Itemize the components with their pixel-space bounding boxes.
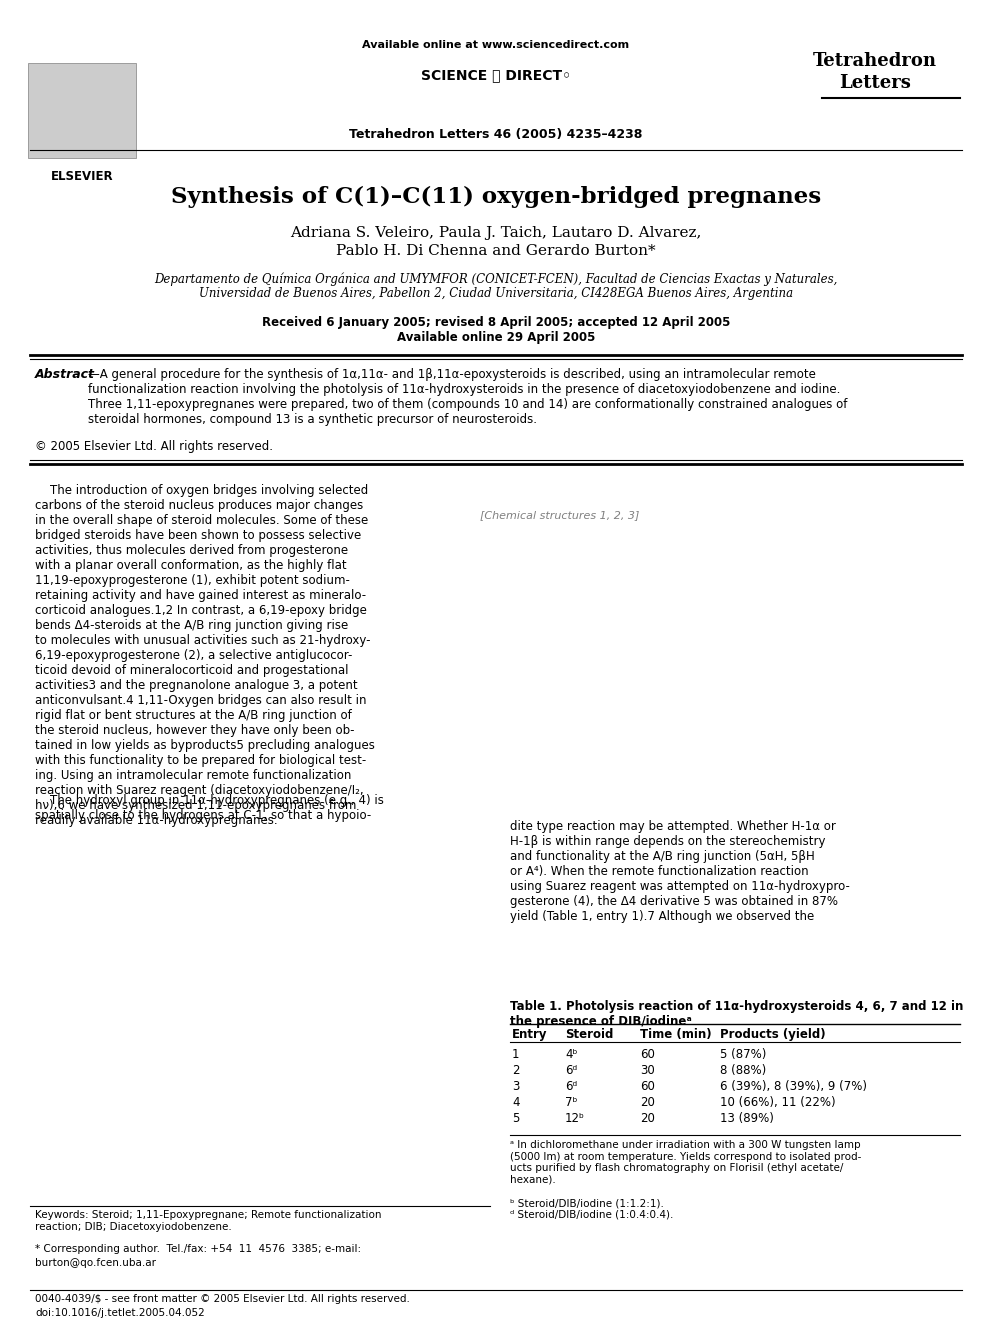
Text: Keywords: Steroid; 1,11-Epoxypregnane; Remote functionalization
reaction; DIB; D: Keywords: Steroid; 1,11-Epoxypregnane; R… [35,1211,382,1232]
Text: Entry: Entry [512,1028,548,1041]
Text: 60: 60 [640,1048,655,1061]
Text: Departamento de Química Orgánica and UMYMFOR (CONICET-FCEN), Facultad de Ciencia: Departamento de Química Orgánica and UMY… [155,273,837,286]
Text: 3: 3 [512,1080,520,1093]
Text: 2: 2 [512,1064,520,1077]
Text: ᵃ In dichloromethane under irradiation with a 300 W tungsten lamp
(5000 lm) at r: ᵃ In dichloromethane under irradiation w… [510,1140,861,1185]
Text: 20: 20 [640,1095,655,1109]
Text: Received 6 January 2005; revised 8 April 2005; accepted 12 April 2005: Received 6 January 2005; revised 8 April… [262,316,730,329]
Text: 60: 60 [640,1080,655,1093]
Text: 30: 30 [640,1064,655,1077]
Text: Tetrahedron Letters 46 (2005) 4235–4238: Tetrahedron Letters 46 (2005) 4235–4238 [349,128,643,142]
Text: 6 (39%), 8 (39%), 9 (7%): 6 (39%), 8 (39%), 9 (7%) [720,1080,867,1093]
Text: 5: 5 [512,1113,520,1125]
Text: 5 (87%): 5 (87%) [720,1048,767,1061]
Text: Universidad de Buenos Aires, Pabellon 2, Ciudad Universitaria, CI428EGA Buenos A: Universidad de Buenos Aires, Pabellon 2,… [199,287,793,300]
Text: 20: 20 [640,1113,655,1125]
Text: The introduction of oxygen bridges involving selected
carbons of the steroid nuc: The introduction of oxygen bridges invol… [35,484,375,827]
Text: © 2005 Elsevier Ltd. All rights reserved.: © 2005 Elsevier Ltd. All rights reserved… [35,441,273,452]
Text: Abstract: Abstract [35,368,95,381]
Text: 10 (66%), 11 (22%): 10 (66%), 11 (22%) [720,1095,835,1109]
Text: Available online at www.sciencedirect.com: Available online at www.sciencedirect.co… [362,40,630,50]
Text: 4ᵇ: 4ᵇ [565,1048,577,1061]
Text: Pablo H. Di Chenna and Gerardo Burton*: Pablo H. Di Chenna and Gerardo Burton* [336,243,656,258]
Bar [28,64,136,157]
Text: 7ᵇ: 7ᵇ [565,1095,577,1109]
Text: Letters: Letters [839,74,911,93]
Text: Time (min): Time (min) [640,1028,711,1041]
Text: Synthesis of C(1)–C(11) oxygen-bridged pregnanes: Synthesis of C(1)–C(11) oxygen-bridged p… [171,187,821,208]
Text: Table 1. Photolysis reaction of 11α-hydroxysteroids 4, 6, 7 and 12 in
the presen: Table 1. Photolysis reaction of 11α-hydr… [510,1000,963,1028]
Text: dite type reaction may be attempted. Whether H-1α or
H-1β is within range depend: dite type reaction may be attempted. Whe… [510,820,850,923]
Text: Steroid: Steroid [565,1028,613,1041]
Text: The hydroxyl group in 11α-hydroxypregnanes (e.g., 4) is
spatially close to the h: The hydroxyl group in 11α-hydroxypregnan… [35,794,384,822]
Text: Products (yield): Products (yield) [720,1028,825,1041]
Text: [Chemical structures 1, 2, 3]: [Chemical structures 1, 2, 3] [480,509,640,520]
Text: * Corresponding author.  Tel./fax: +54  11  4576  3385; e-mail:: * Corresponding author. Tel./fax: +54 11… [35,1244,361,1254]
Text: 6ᵈ: 6ᵈ [565,1080,577,1093]
Text: 12ᵇ: 12ᵇ [565,1113,585,1125]
Text: Adriana S. Veleiro, Paula J. Taich, Lautaro D. Alvarez,: Adriana S. Veleiro, Paula J. Taich, Laut… [291,226,701,239]
Text: Available online 29 April 2005: Available online 29 April 2005 [397,331,595,344]
Text: Tetrahedron: Tetrahedron [813,52,937,70]
Text: —A general procedure for the synthesis of 1α,11α- and 1β,11α-epoxysteroids is de: —A general procedure for the synthesis o… [88,368,847,426]
Text: 1: 1 [512,1048,520,1061]
Text: SCIENCE ⓓ DIRECT◦: SCIENCE ⓓ DIRECT◦ [421,67,571,82]
Text: burton@qo.fcen.uba.ar: burton@qo.fcen.uba.ar [35,1258,156,1267]
Text: ELSEVIER: ELSEVIER [51,169,113,183]
Text: 4: 4 [512,1095,520,1109]
Text: 6ᵈ: 6ᵈ [565,1064,577,1077]
Text: doi:10.1016/j.tetlet.2005.04.052: doi:10.1016/j.tetlet.2005.04.052 [35,1308,204,1318]
Text: 8 (88%): 8 (88%) [720,1064,766,1077]
Text: 13 (89%): 13 (89%) [720,1113,774,1125]
Text: ᵇ Steroid/DIB/iodine (1:1.2:1).
ᵈ Steroid/DIB/iodine (1:0.4:0.4).: ᵇ Steroid/DIB/iodine (1:1.2:1). ᵈ Steroi… [510,1199,674,1220]
Text: 0040-4039/$ - see front matter © 2005 Elsevier Ltd. All rights reserved.: 0040-4039/$ - see front matter © 2005 El… [35,1294,410,1304]
